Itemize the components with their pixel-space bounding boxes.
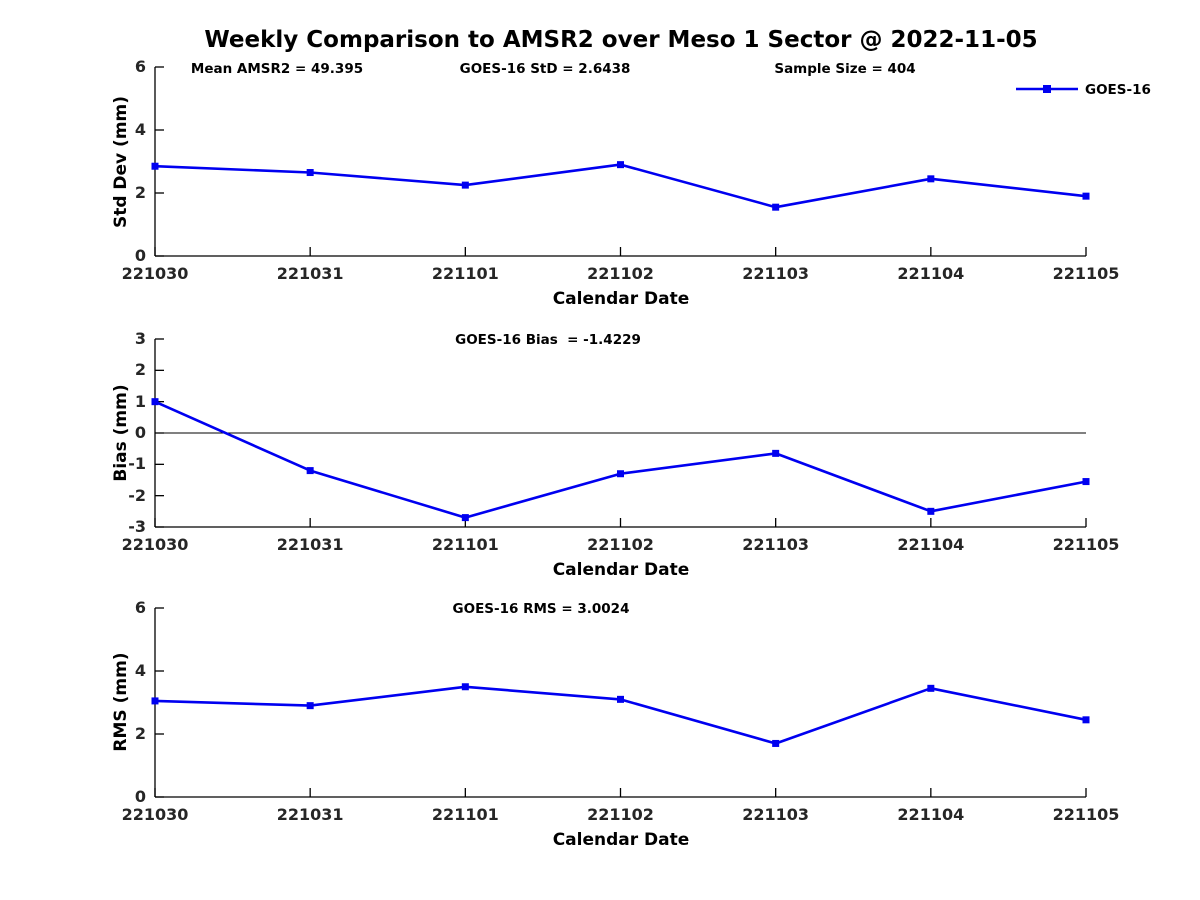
- legend-label-goes16: GOES-16: [1085, 82, 1151, 98]
- data-point-marker: [927, 175, 935, 183]
- data-point-marker: [306, 702, 314, 710]
- x-tick-label: 221102: [587, 264, 654, 283]
- x-tick-label: 221030: [121, 805, 189, 824]
- x-tick-label: 221103: [742, 535, 810, 554]
- y-tick-label: -3: [128, 517, 146, 536]
- y-tick-label: 6: [134, 598, 146, 617]
- data-point-marker: [306, 169, 314, 177]
- data-point-marker: [1082, 478, 1090, 486]
- x-tick-label: 221105: [1052, 264, 1120, 283]
- data-point-marker: [1082, 716, 1090, 724]
- x-tick-label: 221030: [121, 535, 189, 554]
- y-tick-label: 2: [134, 724, 146, 743]
- y-tick-label: 3: [134, 329, 146, 348]
- x-tick-label: 221102: [587, 535, 654, 554]
- x-tick-label: 221031: [276, 805, 344, 824]
- y-tick-label: -2: [128, 485, 146, 505]
- y-tick-label: 2: [134, 183, 146, 202]
- data-point-marker: [772, 449, 780, 457]
- y-axis-label-std-dev: Std Dev (mm): [111, 95, 131, 229]
- annotation-sample-size: Sample Size = 404: [774, 61, 916, 77]
- annotation-goes16-std: GOES-16 StD = 2.6438: [459, 61, 631, 77]
- x-tick-label: 221103: [742, 264, 810, 283]
- data-point-marker: [306, 467, 314, 475]
- x-tick-label: 221103: [742, 805, 810, 824]
- y-tick-label: 4: [134, 120, 146, 139]
- x-axis-label-panel1: Calendar Date: [552, 289, 690, 309]
- annotation-goes16-bias: GOES-16 Bias = -1.4229: [455, 332, 641, 348]
- data-point-marker: [927, 507, 935, 515]
- x-tick-label: 221105: [1052, 535, 1120, 554]
- x-tick-label: 221102: [587, 805, 654, 824]
- y-tick-label: 0: [134, 423, 146, 442]
- annotation-mean-amsr2: Mean AMSR2 = 49.395: [190, 61, 364, 77]
- data-point-marker: [461, 181, 469, 189]
- data-point-marker: [772, 739, 780, 747]
- x-tick-label: 221105: [1052, 805, 1120, 824]
- series-line: [154, 163, 1087, 209]
- y-tick-label: 1: [134, 391, 146, 411]
- y-tick-label: -1: [128, 454, 146, 474]
- x-tick-label: 221031: [276, 264, 344, 283]
- data-point-marker: [617, 695, 624, 703]
- data-point-marker: [927, 684, 935, 692]
- data-point-marker: [151, 162, 159, 170]
- y-tick-label: 0: [134, 246, 146, 265]
- x-tick-label: 221101: [431, 535, 499, 554]
- x-tick-label: 221030: [121, 264, 189, 283]
- annotation-goes16-rms: GOES-16 RMS = 3.0024: [452, 601, 630, 617]
- y-tick-label: 4: [134, 661, 146, 680]
- data-point-marker: [1082, 192, 1090, 200]
- data-point-marker: [151, 697, 159, 705]
- data-point-marker: [772, 203, 780, 211]
- x-tick-label: 221104: [897, 535, 965, 554]
- data-point-marker: [617, 161, 624, 169]
- x-tick-label: 221101: [431, 264, 499, 283]
- data-point-marker: [151, 398, 159, 406]
- legend-marker: [1043, 85, 1051, 93]
- y-tick-label: 0: [134, 787, 146, 806]
- series-line: [154, 685, 1087, 745]
- data-point-marker: [461, 514, 469, 522]
- data-point-marker: [461, 683, 469, 691]
- series-line: [154, 400, 1087, 519]
- x-tick-label: 221104: [897, 805, 965, 824]
- figure-title: Weekly Comparison to AMSR2 over Meso 1 S…: [204, 27, 1038, 53]
- x-tick-label: 221031: [276, 535, 344, 554]
- y-tick-label: 2: [134, 360, 146, 380]
- y-tick-label: 6: [134, 57, 146, 76]
- x-axis-label-panel2: Calendar Date: [552, 560, 690, 580]
- x-axis-label-panel3: Calendar Date: [552, 830, 690, 850]
- x-tick-label: 221101: [431, 805, 499, 824]
- data-point-marker: [617, 470, 624, 478]
- x-tick-label: 221104: [897, 264, 965, 283]
